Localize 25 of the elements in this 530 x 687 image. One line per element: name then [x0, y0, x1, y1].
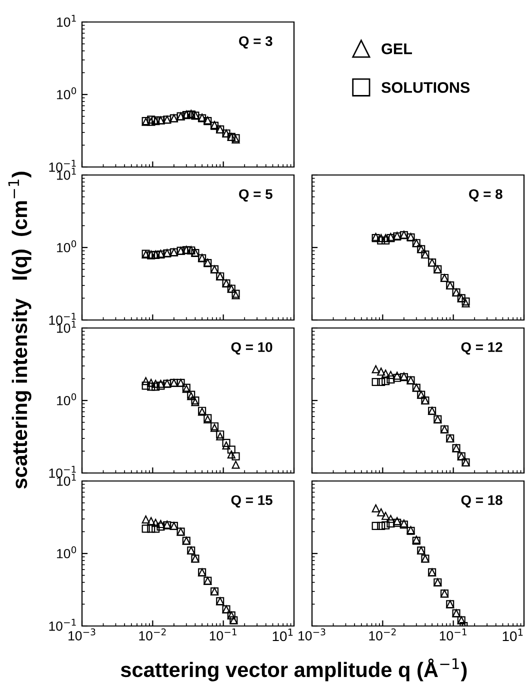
text: Q = 12	[461, 342, 502, 355]
text: Q = 15	[231, 495, 272, 508]
x-tick-label: 10$^{−3}$	[298, 628, 326, 640]
y-tick-label: 10$^{0}$	[57, 240, 76, 252]
y-tick-label: 10$^{0}$	[57, 393, 76, 406]
x-tick-label: 10$^{−2}$	[369, 628, 396, 640]
y-tick-label: 10$^{1}$	[57, 14, 76, 27]
x-tick-label: 10$^{−1}$	[440, 628, 466, 640]
x-tick-label: 10$^{−2}$	[139, 628, 166, 640]
y-axis-title: scattering intensity I(q) (cm$^{−1}$)	[8, 172, 32, 489]
text: Q = 3	[239, 36, 272, 49]
y-tick-label: 10$^{0}$	[57, 87, 76, 100]
text: 10$^{1}$	[272, 628, 293, 642]
y-tick-label: 10$^{−1}$	[49, 618, 76, 631]
legend-label: GEL	[382, 43, 412, 54]
text: Q = 18	[461, 495, 502, 508]
y-tick-label: 10$^{0}$	[57, 546, 76, 558]
text: Q = 5	[239, 189, 272, 202]
x-axis-title: scattering vector amplitude q (Å$^{−1}$)	[120, 658, 467, 682]
x-tick-label: 10$^{−1}$	[210, 628, 236, 640]
legend-label: SOLUTIONS	[381, 82, 470, 93]
text: Q = 8	[469, 189, 502, 202]
x-tick-label: 10$^{−3}$	[68, 628, 96, 640]
text: Q = 10	[231, 342, 272, 355]
text: 10$^{1}$	[502, 628, 523, 642]
